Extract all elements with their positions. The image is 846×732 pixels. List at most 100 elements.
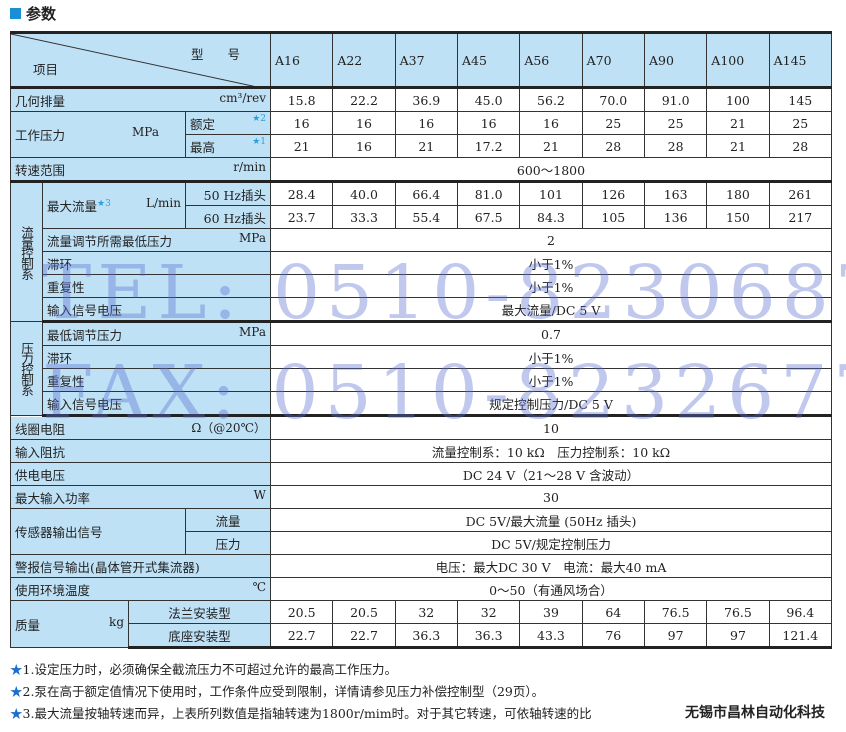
- section-title: 参数: [10, 3, 56, 24]
- footnote: ★1.设定压力时，必须确保全截流压力不可超过允许的最高工作压力。: [10, 662, 397, 677]
- pc-repeatability-value: 小于1%: [270, 368, 832, 392]
- pc-hysteresis-row: 滞环 小于1%: [11, 345, 832, 369]
- supply-voltage-value: DC 24 V（21～28 V 含波动）: [270, 462, 832, 486]
- value-cell: 70.0: [581, 87, 645, 112]
- max-power-row: 最大输入功率 W 30: [10, 485, 832, 509]
- value-cell: 100: [706, 87, 770, 112]
- value-cell: 20.5: [332, 600, 396, 624]
- value-cell: 21: [394, 134, 458, 158]
- model-header: A45: [456, 31, 521, 89]
- mass-label: 质量 kg: [10, 600, 129, 648]
- sensor-pressure-value: DC 5V/规定控制压力: [270, 531, 832, 555]
- input-impedance-label: 输入阻抗: [10, 439, 271, 463]
- value-cell: 22.7: [332, 623, 396, 649]
- value-cell: 15.8: [269, 87, 334, 112]
- value-cell: 36.9: [394, 87, 458, 112]
- value-cell: 39: [519, 600, 583, 624]
- footnotes: ★1.设定压力时，必须确保全截流压力不可超过允许的最高工作压力。 ★2.泵在高于…: [10, 659, 592, 725]
- flow-input-voltage-label: 输入信号电压: [42, 297, 271, 323]
- supply-voltage-label: 供电电压: [10, 462, 271, 486]
- value-cell: 43.3: [519, 623, 583, 649]
- value-cell: 97: [706, 623, 770, 649]
- flow-hysteresis-value: 小于1%: [270, 251, 832, 275]
- flow-min-pressure-label: 流量调节所需最低压力 MPa: [42, 228, 271, 252]
- alarm-label: 警报信号输出(晶体管开式集流器): [10, 554, 271, 578]
- max-flow-label: 最大流量★3 L/min: [42, 181, 186, 229]
- temperature-row: 使用环境温度 ℃ 0～50（有通风场合）: [10, 577, 832, 601]
- pc-input-voltage-row: 输入信号电压 规定控制压力/DC 5 V: [11, 391, 832, 417]
- model-header: A37: [394, 31, 458, 89]
- header-row: 型 号 项目 A16 A22 A37 A45 A56 A70 A90 A100 …: [10, 31, 833, 89]
- value-cell: 67.5: [456, 205, 521, 229]
- value-cell: 150: [706, 205, 770, 229]
- temperature-value: 0～50（有通风场合）: [270, 577, 832, 601]
- value-cell: 28: [643, 134, 708, 158]
- pc-min-pressure-label: 最低调节压力 MPa: [42, 321, 271, 346]
- footnote: ★3.最大流量按轴转速而异，上表所列数值是指轴转速为1800r/mim时。对于其…: [10, 706, 592, 721]
- value-cell: 217: [768, 205, 833, 229]
- value-cell: 21: [519, 134, 583, 158]
- pc-min-pressure-row: 压力控制系 最低调节压力 MPa 0.7: [10, 321, 832, 416]
- value-cell: 163: [643, 181, 708, 206]
- flow-hysteresis-label: 滞环: [42, 251, 271, 275]
- value-cell: 32: [456, 600, 521, 624]
- value-cell: 76.5: [706, 600, 770, 624]
- value-cell: 180: [706, 181, 770, 206]
- value-cell: 81.0: [456, 181, 521, 206]
- value-cell: 96.4: [768, 600, 833, 624]
- diagonal-line: [15, 35, 248, 85]
- value-cell: 21: [269, 134, 334, 158]
- pc-input-voltage-label: 输入信号电压: [42, 391, 271, 417]
- flow-hysteresis-row: 滞环 小于1%: [11, 251, 832, 275]
- company-name: 无锡市昌林自动化科技: [682, 702, 828, 722]
- value-cell: 16: [456, 111, 521, 135]
- value-cell: 17.2: [456, 134, 521, 158]
- displacement-row: 几何排量 cm³/rev 15.8 22.2 36.9 45.0 56.2 70.0 91.0…: [10, 87, 833, 112]
- value-cell: 36.3: [456, 623, 521, 649]
- 60hz-label: 60 Hz插头: [185, 205, 271, 229]
- value-cell: 22.7: [269, 623, 334, 649]
- value-cell: 16: [332, 134, 396, 158]
- value-cell: 261: [768, 181, 833, 206]
- flow-repeatability-row: 重复性 小于1%: [11, 274, 832, 298]
- value-cell: 28: [768, 134, 833, 158]
- value-cell: 16: [269, 111, 334, 135]
- foot-label: 底座安装型: [128, 623, 271, 649]
- supply-voltage-row: 供电电压 DC 24 V（21～28 V 含波动）: [10, 462, 832, 486]
- sensor-pressure-label: 压力: [185, 531, 271, 555]
- sensor-flow-value: DC 5V/最大流量 (50Hz 插头): [270, 508, 832, 532]
- pc-repeatability-label: 重复性: [42, 368, 271, 392]
- value-cell: 22.2: [332, 87, 396, 112]
- speed-label: 转速范围 r/min: [10, 157, 271, 183]
- value-cell: 33.3: [332, 205, 396, 229]
- mass-flange-row: 质量 kg 法兰安装型 20.5 20.5 32 32 39 64 76.5 76.5 96.4: [10, 600, 833, 648]
- flow-min-pressure-value: 2: [270, 228, 832, 252]
- alarm-value: 电压：最大DC 30 V 电流：最大40 mA: [270, 554, 832, 578]
- model-header: A70: [581, 31, 645, 89]
- 50hz-label: 50 Hz插头: [185, 181, 271, 206]
- value-cell: 126: [581, 181, 645, 206]
- value-cell: 25: [768, 111, 833, 135]
- sensor-flow-label: 流量: [185, 508, 271, 532]
- flow-repeatability-value: 小于1%: [270, 274, 832, 298]
- coil-resistance-value: 10: [270, 415, 832, 440]
- spec-table: 型 号 项目 A16 A22 A37 A45 A56 A70 A90 A100 …: [10, 31, 833, 649]
- max-label: 最高 ★1: [185, 134, 271, 158]
- model-header: A16: [269, 31, 334, 89]
- value-cell: 145: [768, 87, 833, 112]
- flow-input-voltage-value: 最大流量/DC 5 V: [270, 297, 832, 323]
- temperature-label: 使用环境温度 ℃: [10, 577, 271, 601]
- value-cell: 16: [332, 111, 396, 135]
- value-cell: 97: [643, 623, 708, 649]
- coil-resistance-label: 线圈电阻 Ω（@20℃）: [10, 415, 271, 440]
- flow-min-pressure-row: 流量调节所需最低压力 MPa 2: [11, 228, 832, 252]
- footnote: ★2.泵在高于额定值情况下使用时，工作条件应受到限制，详情请参见压力补偿控制型（…: [10, 684, 545, 699]
- speed-row: 转速范围 r/min 600～1800: [10, 157, 832, 183]
- value-cell: 40.0: [332, 181, 396, 206]
- header-corner-cell: 型 号 项目: [10, 31, 271, 89]
- model-header: A100: [706, 31, 770, 89]
- value-cell: 21: [706, 134, 770, 158]
- coil-resistance-row: 线圈电阻 Ω（@20℃） 10: [10, 415, 832, 440]
- pc-min-pressure-value: 0.7: [270, 321, 832, 346]
- pc-input-voltage-value: 规定控制压力/DC 5 V: [270, 391, 832, 417]
